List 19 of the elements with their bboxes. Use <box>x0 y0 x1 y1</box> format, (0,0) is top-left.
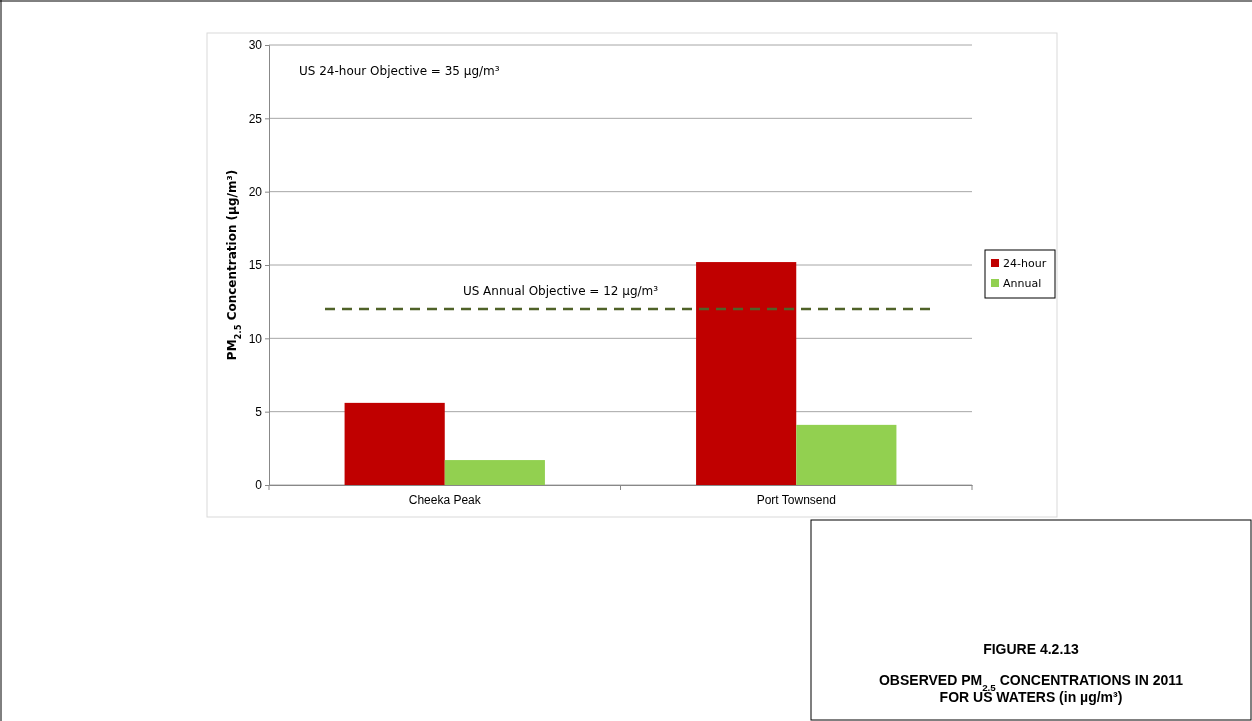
ref-line-label: US Annual Objective = 12 µg/m³ <box>462 284 659 298</box>
bar <box>796 424 897 485</box>
y-tick-label: 0 <box>255 478 263 493</box>
x-tick-label: Cheeka Peak <box>408 492 482 507</box>
text: FIGURE 4.2.13 <box>983 641 1080 657</box>
y-tick-label: 5 <box>255 405 263 420</box>
y-tick-label: 10 <box>248 331 263 346</box>
x-tick-label: Port Townsend <box>756 492 836 507</box>
y-tick-label: 20 <box>248 185 263 200</box>
y-tick-label: 25 <box>248 111 263 126</box>
y-tick-label: 30 <box>248 38 263 53</box>
text: OBSERVED PM$_{2.5}$ CONCENTRATIONS IN 2011 FOR US WATERS (in µg/m³) <box>878 672 1184 705</box>
annotation: US 24-hour Objective = 35 µg/m³ <box>299 64 500 78</box>
legend-label: 24-hour <box>1003 257 1047 270</box>
bar <box>444 460 545 485</box>
bar <box>696 262 797 485</box>
legend-label: Annual <box>1003 277 1042 290</box>
y-tick-label: 15 <box>248 258 263 273</box>
bar <box>344 402 445 485</box>
